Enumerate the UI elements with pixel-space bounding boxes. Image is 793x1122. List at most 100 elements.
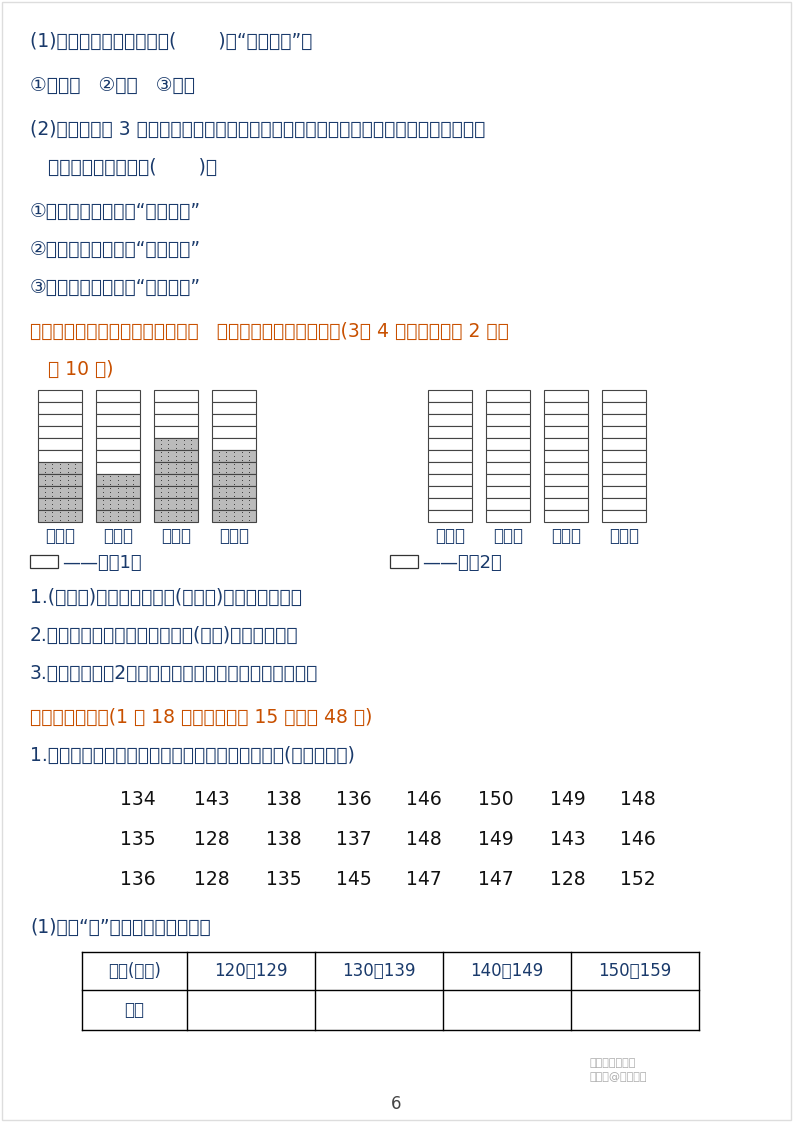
Bar xyxy=(38,473,82,486)
Bar xyxy=(154,511,198,522)
Text: 五年级: 五年级 xyxy=(609,527,639,545)
Bar xyxy=(602,511,646,522)
Bar xyxy=(428,498,472,511)
Bar xyxy=(544,426,588,438)
Bar xyxy=(486,486,530,498)
Bar xyxy=(154,402,198,414)
Bar xyxy=(544,498,588,511)
Text: 148: 148 xyxy=(406,830,442,849)
Text: 三年级: 三年级 xyxy=(493,527,523,545)
Text: 149: 149 xyxy=(478,830,514,849)
Text: 二年级: 二年级 xyxy=(435,527,465,545)
Bar xyxy=(428,414,472,426)
Bar xyxy=(602,473,646,486)
Bar xyxy=(486,402,530,414)
Text: 六、解决问题。(1 题 18 分，其余每题 15 分，共 48 分): 六、解决问题。(1 题 18 分，其余每题 15 分，共 48 分) xyxy=(30,708,373,727)
Bar xyxy=(30,555,58,568)
Bar xyxy=(602,438,646,450)
Text: 143: 143 xyxy=(550,830,586,849)
Text: (1)根据统计结果，应该评(       )为“最美少年”。: (1)根据统计结果，应该评( )为“最美少年”。 xyxy=(30,33,312,50)
Bar xyxy=(428,486,472,498)
Bar xyxy=(486,498,530,511)
Bar xyxy=(96,511,140,522)
Bar xyxy=(544,511,588,522)
Bar xyxy=(212,450,256,462)
Text: 1.(　　　)获奖人数最多，(　　　)获奖人数最少。: 1.( )获奖人数最多，( )获奖人数最少。 xyxy=(30,588,302,607)
Text: 146: 146 xyxy=(620,830,656,849)
Bar xyxy=(96,402,140,414)
Bar xyxy=(486,511,530,522)
Bar xyxy=(154,473,198,486)
Bar xyxy=(38,511,82,522)
Text: 138: 138 xyxy=(266,790,302,809)
Text: 136: 136 xyxy=(121,870,155,889)
Bar xyxy=(212,498,256,511)
Bar xyxy=(38,414,82,426)
Bar xyxy=(428,438,472,450)
Text: 三年级: 三年级 xyxy=(103,527,133,545)
Bar xyxy=(602,450,646,462)
Bar xyxy=(154,414,198,426)
Bar xyxy=(212,402,256,414)
Text: 128: 128 xyxy=(550,870,586,889)
Bar xyxy=(428,473,472,486)
Bar xyxy=(212,390,256,402)
Text: 为下面说法正确的是(       )。: 为下面说法正确的是( )。 xyxy=(30,158,217,177)
Bar xyxy=(154,450,198,462)
Text: ——代表2人: ——代表2人 xyxy=(422,554,502,572)
Bar xyxy=(154,438,198,450)
Bar xyxy=(486,462,530,473)
Text: ②张明有可能被评为“最美少年”: ②张明有可能被评为“最美少年” xyxy=(30,240,201,259)
Text: 6: 6 xyxy=(391,1095,401,1113)
Text: 147: 147 xyxy=(406,870,442,889)
Text: 147: 147 xyxy=(478,870,514,889)
Bar xyxy=(96,390,140,402)
Bar xyxy=(428,402,472,414)
Bar xyxy=(602,414,646,426)
Bar xyxy=(212,462,256,473)
Bar xyxy=(38,462,82,473)
Bar xyxy=(390,555,418,568)
Text: 120－129: 120－129 xyxy=(214,962,288,980)
Text: 五、下面是实验小学环保知识竞赛   二～五年级的获奖人数。(3题 4 分，其余每空 2 分，: 五、下面是实验小学环保知识竞赛 二～五年级的获奖人数。(3题 4 分，其余每空 … xyxy=(30,322,509,341)
Bar xyxy=(544,462,588,473)
Bar xyxy=(96,486,140,498)
Text: ①李伟有可能被评为“最美少年”: ①李伟有可能被评为“最美少年” xyxy=(30,202,201,221)
Text: 150: 150 xyxy=(478,790,514,809)
Text: 140－149: 140－149 xyxy=(470,962,544,980)
Bar xyxy=(544,390,588,402)
Bar xyxy=(154,462,198,473)
Bar xyxy=(544,450,588,462)
Text: 135: 135 xyxy=(266,870,302,889)
Text: 145: 145 xyxy=(336,870,372,889)
Bar xyxy=(428,511,472,522)
Bar xyxy=(212,473,256,486)
Bar xyxy=(154,486,198,498)
Bar xyxy=(602,462,646,473)
Text: 共 10 分): 共 10 分) xyxy=(30,360,113,379)
Bar xyxy=(154,426,198,438)
Text: (2)投票当天有 3 名同学缺勤没能参加投票，如果他们也投了票，结果可能会怎样？你认: (2)投票当天有 3 名同学缺勤没能参加投票，如果他们也投了票，结果可能会怎样？… xyxy=(30,120,485,139)
Bar xyxy=(486,438,530,450)
Bar xyxy=(544,402,588,414)
Text: 137: 137 xyxy=(336,830,372,849)
Bar xyxy=(428,390,472,402)
Bar xyxy=(602,390,646,402)
Bar xyxy=(602,426,646,438)
Bar xyxy=(602,498,646,511)
Bar xyxy=(544,438,588,450)
Bar xyxy=(428,462,472,473)
Text: 150－159: 150－159 xyxy=(599,962,672,980)
Text: 五年级: 五年级 xyxy=(219,527,249,545)
Bar xyxy=(38,438,82,450)
Text: 3.如果每个代表2人，上面的数据该怎么表示，涂一涂。: 3.如果每个代表2人，上面的数据该怎么表示，涂一涂。 xyxy=(30,664,318,683)
Bar xyxy=(96,473,140,486)
Bar xyxy=(96,426,140,438)
Text: 146: 146 xyxy=(406,790,442,809)
Text: 四年级: 四年级 xyxy=(161,527,191,545)
Text: 149: 149 xyxy=(550,790,586,809)
Text: 人数: 人数 xyxy=(125,1001,144,1019)
Text: 1.下面是聪聪调查的班上一部分学生的身高记录。(单位：厘米): 1.下面是聪聪调查的班上一部分学生的身高记录。(单位：厘米) xyxy=(30,746,355,765)
Text: 143: 143 xyxy=(194,790,230,809)
Bar xyxy=(38,426,82,438)
